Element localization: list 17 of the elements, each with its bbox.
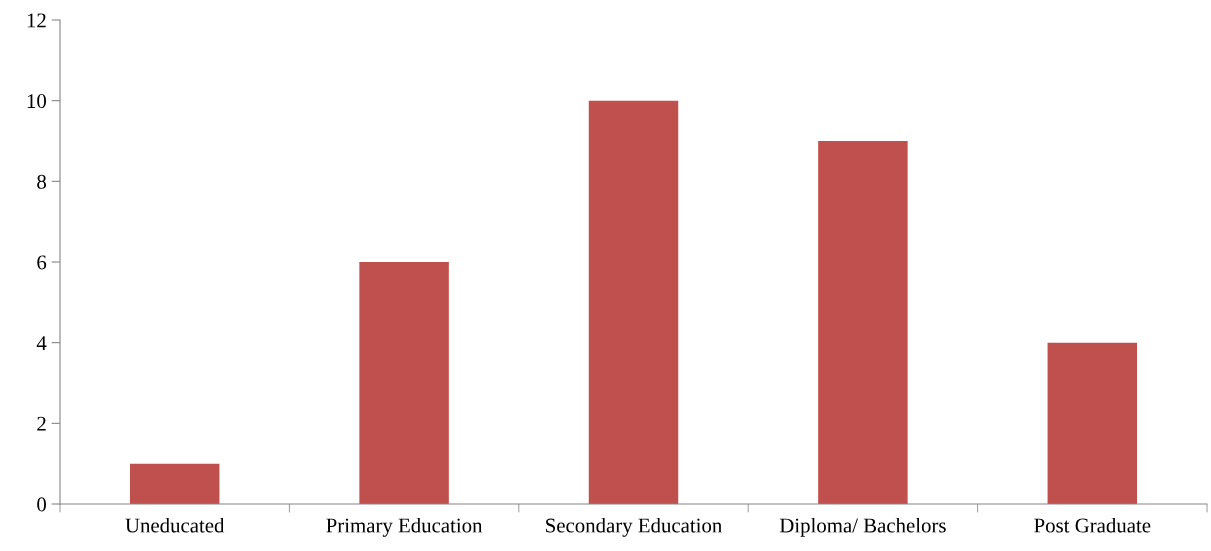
y-tick-label: 6 xyxy=(37,255,47,270)
y-tick-label: 4 xyxy=(36,336,47,350)
x-tick-label: Post Graduate xyxy=(1034,517,1151,533)
x-tick-label: Primary Education xyxy=(326,517,483,537)
x-tick-label: Diploma/ Bachelors xyxy=(779,517,946,537)
bar xyxy=(588,100,679,504)
x-tick-label: Secondary Education xyxy=(546,517,722,537)
y-tick-label: 10 xyxy=(27,94,47,109)
bar xyxy=(818,141,908,504)
x-tick-label: Uneducated xyxy=(125,517,225,533)
bar xyxy=(359,262,449,504)
y-tick-label: 12 xyxy=(27,13,46,28)
y-tick-label: 0 xyxy=(37,497,47,512)
bar xyxy=(129,463,220,504)
bar xyxy=(1047,342,1138,504)
y-tick-label: 2 xyxy=(37,416,46,431)
y-tick-label: 8 xyxy=(37,174,47,189)
